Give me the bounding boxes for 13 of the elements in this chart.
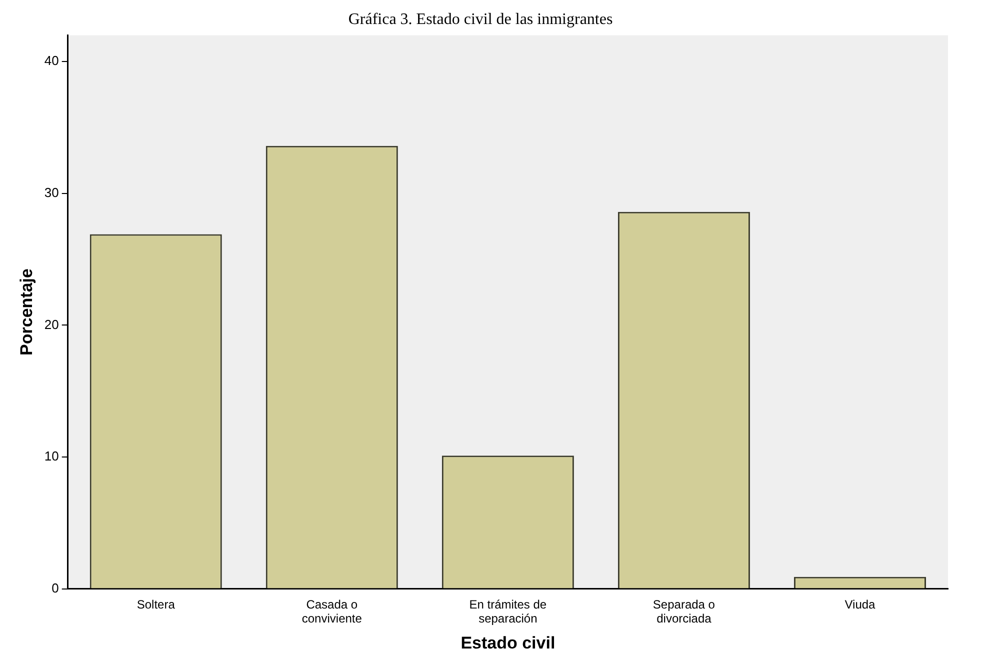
x-tick-label: En trámites de separación	[469, 597, 547, 626]
x-axis-title: Estado civil	[460, 633, 556, 652]
y-tick-label: 20	[44, 316, 59, 332]
x-tick-label: Casada o conviviente	[302, 597, 362, 626]
y-tick-label: 30	[44, 184, 59, 200]
x-tick-label: Separada o divorciada	[652, 597, 716, 626]
y-tick-label: 0	[52, 580, 59, 596]
y-tick-label: 10	[44, 448, 59, 464]
x-tick-label: Soltera	[136, 597, 176, 612]
y-tick-label: 40	[44, 53, 59, 68]
y-axis-title: Porcentaje	[16, 268, 36, 356]
x-tick-label: Viuda	[844, 597, 876, 612]
chart-title: Gráfica 3. Estado civil de las inmigrantes	[348, 10, 613, 28]
